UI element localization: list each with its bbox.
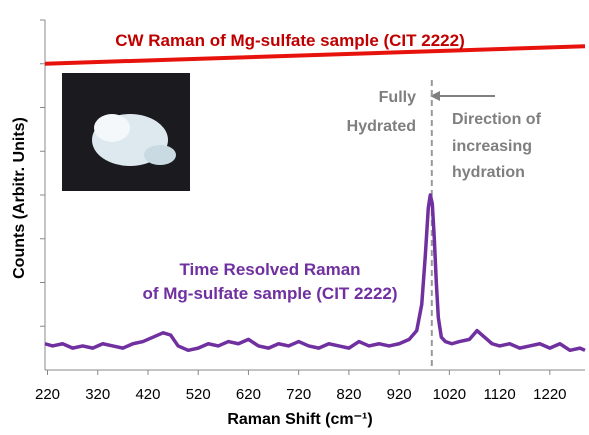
- sample-photo-blob: [144, 145, 176, 165]
- x-tick-label: 1020: [433, 386, 466, 403]
- annotation: Hydrated: [347, 118, 416, 135]
- y-axis-title: Counts (Arbitr. Units): [11, 117, 28, 279]
- x-tick-label: 320: [85, 386, 110, 403]
- x-tick-label: 420: [135, 386, 160, 403]
- x-tick-label: 520: [186, 386, 211, 403]
- annotation: increasing: [452, 138, 532, 155]
- x-tick-label: 1120: [483, 386, 515, 403]
- x-tick-label: 1220: [533, 386, 566, 403]
- chart: Raman Shift (cm⁻¹) Counts (Arbitr. Units…: [0, 0, 589, 435]
- series-label: CW Raman of Mg-sulfate sample (CIT 2222): [60, 29, 520, 53]
- annotation: Fully: [379, 89, 416, 106]
- x-axis-title: Raman Shift (cm⁻¹): [227, 411, 372, 428]
- sample-photo-blob: [94, 114, 130, 142]
- x-tick-label: 820: [336, 386, 361, 403]
- page: Raman Shift (cm⁻¹) Counts (Arbitr. Units…: [0, 0, 589, 435]
- annotation: hydration: [452, 164, 525, 181]
- annotation: Direction of: [452, 111, 542, 128]
- x-tick-label: 620: [236, 386, 261, 403]
- x-tick-label: 920: [387, 386, 412, 403]
- x-tick-label: 720: [286, 386, 311, 403]
- x-tick-label: 220: [35, 386, 60, 403]
- series-label: Time Resolved Raman of Mg-sulfate sample…: [120, 258, 420, 306]
